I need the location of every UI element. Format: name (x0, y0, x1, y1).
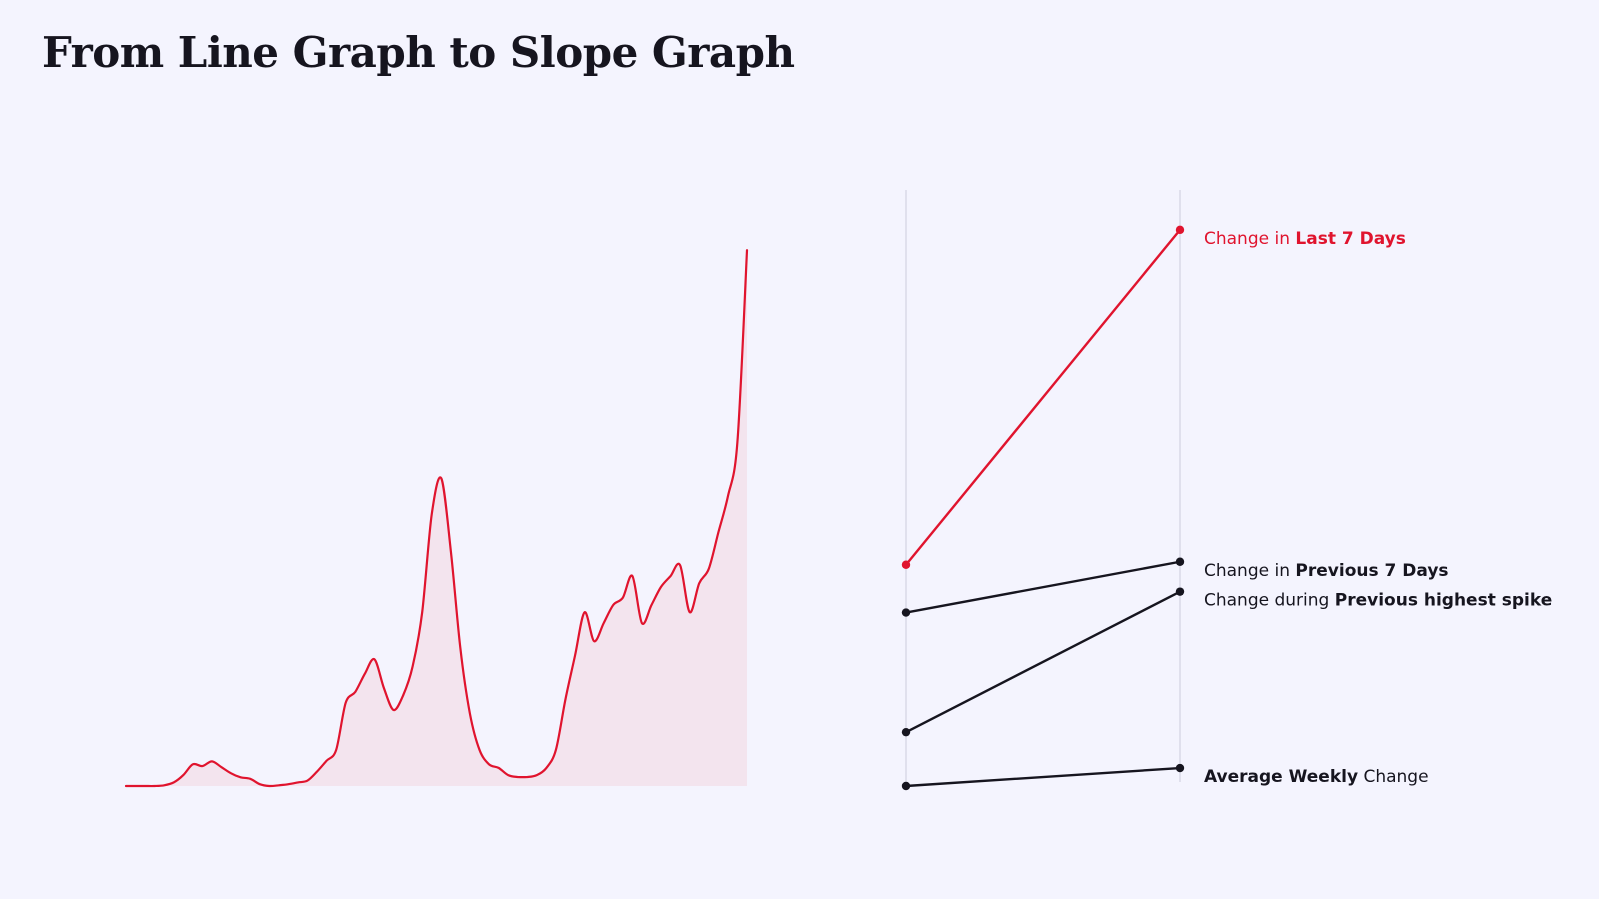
series-label-part: Average Weekly (1204, 767, 1358, 787)
slope-line (904, 590, 1182, 734)
area-fill (126, 250, 747, 787)
series-label: Change in Previous 7 Days (1204, 561, 1449, 581)
slope-line (904, 766, 1182, 788)
series-label-part: Change during (1204, 591, 1335, 611)
slope-start-point (901, 727, 911, 737)
slope-end-point (1175, 557, 1185, 566)
series-label-part: Previous highest spike (1335, 591, 1553, 611)
slope-end-point (1175, 763, 1185, 773)
slope-graph: Change in Previous 7 Days Change during P… (901, 190, 1552, 791)
line-graph (124, 249, 749, 788)
series-label-part: Previous 7 Days (1295, 561, 1448, 581)
slope-start-point (901, 608, 911, 617)
series-label-part: Change (1358, 767, 1429, 787)
slope-line (904, 228, 1182, 566)
series-line (124, 249, 749, 788)
series-label: Change in Last 7 Days (1204, 229, 1406, 249)
slope-start-point (901, 560, 911, 569)
series-label-part: Last 7 Days (1295, 229, 1405, 249)
series-label: Change during Previous highest spike (1204, 591, 1552, 611)
series-label-part: Change in (1204, 229, 1295, 249)
page-title: From Line Graph to Slope Graph (42, 28, 795, 77)
slope-start-point (901, 781, 911, 791)
series-label-part: Change in (1204, 561, 1295, 581)
slope-line (904, 560, 1182, 614)
slope-end-point (1175, 587, 1185, 596)
slope-end-point (1175, 225, 1185, 235)
series-label: Average Weekly Change (1204, 767, 1429, 787)
